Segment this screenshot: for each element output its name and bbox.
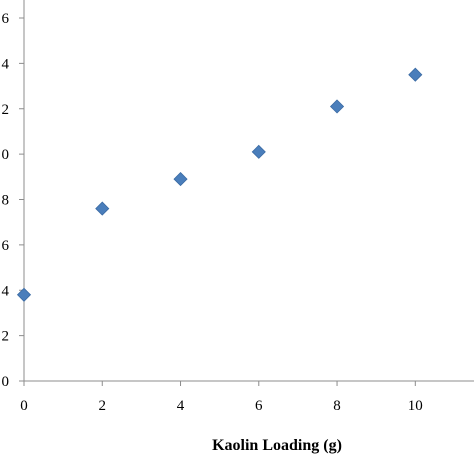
data-point [408, 67, 423, 82]
y-ticks: 0 2 4 6 8 0 2 4 6 [2, 11, 24, 390]
data-point [16, 287, 32, 302]
x-tick-label: 0 [20, 398, 28, 414]
data-point [173, 172, 188, 187]
x-tick-label: 8 [333, 398, 341, 414]
x-axis-title: Kaolin Loading (g) [212, 437, 342, 454]
x-tick-label: 2 [99, 398, 107, 414]
data-point [251, 144, 266, 159]
axes [23, 0, 474, 382]
y-tick-label: 2 [2, 329, 10, 345]
y-tick-label: 2 [2, 102, 10, 118]
y-tick-label: 0 [2, 147, 10, 163]
data-point [329, 99, 345, 114]
data-point [95, 201, 110, 216]
x-tick-label: 10 [408, 398, 423, 414]
y-tick-label: 4 [2, 283, 10, 299]
x-tick-label: 4 [177, 398, 185, 414]
y-tick-label: 8 [2, 193, 10, 209]
x-ticks: 0 2 4 6 8 10 [20, 381, 423, 414]
y-tick-label: 0 [2, 374, 10, 390]
x-tick-label: 6 [255, 398, 263, 414]
y-tick-label: 6 [2, 11, 10, 27]
y-tick-label: 4 [2, 56, 10, 72]
y-tick-label: 6 [2, 238, 10, 254]
data-points [16, 67, 423, 302]
